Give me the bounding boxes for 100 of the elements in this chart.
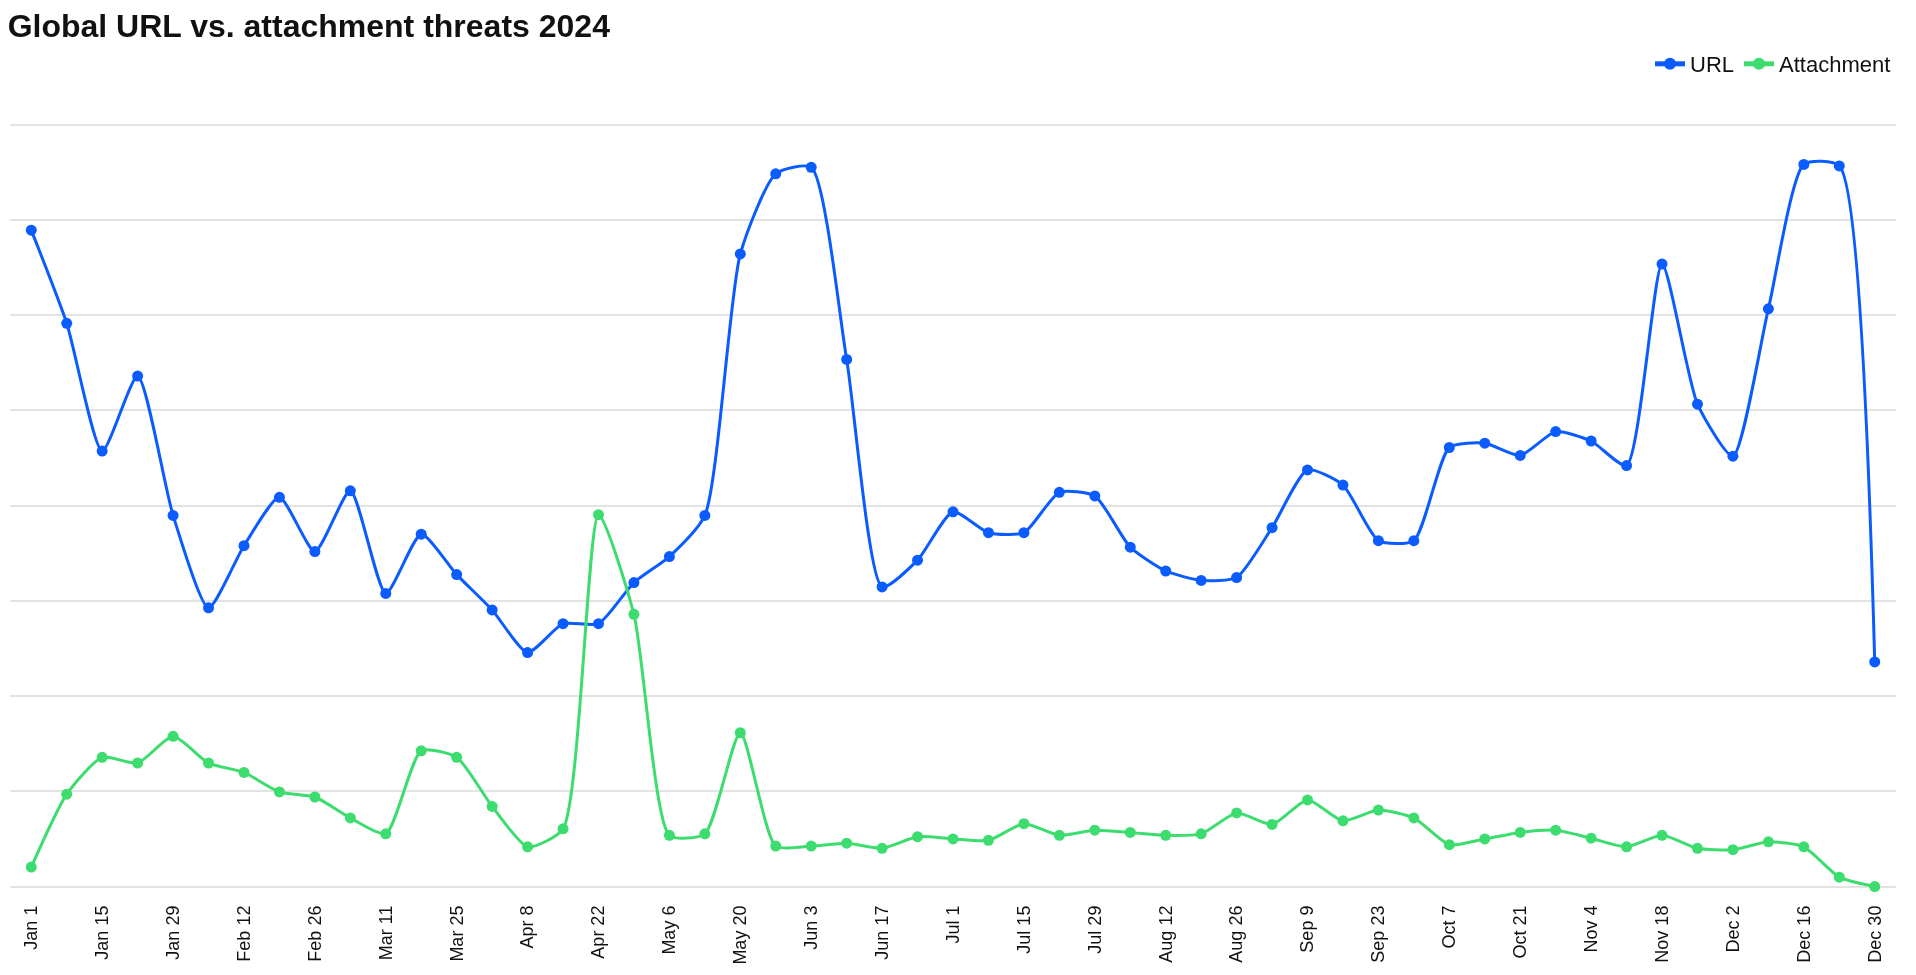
- point: [203, 602, 215, 614]
- point: [1550, 824, 1562, 836]
- x-tick-label: Jul 1: [942, 905, 963, 944]
- point: [1656, 258, 1668, 270]
- x-tick-label: May 6: [659, 905, 680, 955]
- point: [1124, 541, 1136, 553]
- x-tick-label: Jan 15: [92, 905, 113, 960]
- point: [1018, 527, 1030, 539]
- point: [1869, 656, 1881, 668]
- point: [1479, 833, 1491, 845]
- point: [1231, 571, 1243, 583]
- x-tick-label: Dec 2: [1722, 905, 1743, 953]
- point: [628, 608, 640, 620]
- point: [1337, 815, 1349, 827]
- x-tick-label: Aug 26: [1226, 905, 1247, 963]
- point: [1691, 398, 1703, 410]
- point: [167, 509, 179, 521]
- x-tick-label: Sep 9: [1297, 905, 1318, 953]
- point: [309, 791, 321, 803]
- point: [1798, 841, 1810, 853]
- legend-label: URL: [1690, 52, 1735, 78]
- point: [415, 745, 427, 757]
- x-tick-label: Jun 17: [871, 905, 892, 960]
- point: [1372, 804, 1384, 816]
- point: [1408, 812, 1420, 824]
- point: [1195, 828, 1207, 840]
- point: [1656, 829, 1668, 841]
- x-tick-label: May 20: [730, 905, 751, 965]
- point: [380, 587, 392, 599]
- x-tick-label: Apr 8: [517, 905, 538, 949]
- point: [238, 766, 250, 778]
- point: [734, 248, 746, 260]
- x-tick-label: Aug 12: [1155, 905, 1176, 963]
- point: [451, 569, 463, 581]
- x-tick-label: Apr 22: [588, 905, 609, 959]
- point: [132, 757, 144, 769]
- point: [1053, 829, 1065, 841]
- point: [1762, 303, 1774, 315]
- point: [557, 823, 569, 835]
- point: [1550, 426, 1562, 438]
- x-tick-label: Jan 1: [21, 905, 42, 950]
- point: [1408, 535, 1420, 547]
- point: [1053, 486, 1065, 498]
- point: [486, 800, 498, 812]
- point: [912, 831, 924, 843]
- point: [1762, 836, 1774, 848]
- point: [592, 618, 604, 630]
- point: [1160, 565, 1172, 577]
- point: [273, 491, 285, 503]
- point: [1231, 807, 1243, 819]
- point: [1266, 522, 1278, 534]
- point: [203, 757, 215, 769]
- point: [451, 751, 463, 763]
- point: [1195, 574, 1207, 586]
- x-tick-label: Sep 23: [1368, 905, 1389, 963]
- point: [947, 833, 959, 845]
- point: [1302, 794, 1314, 806]
- point: [805, 161, 817, 173]
- x-tick-label: Dec 16: [1793, 905, 1814, 963]
- x-tick-label: Oct 21: [1510, 905, 1531, 959]
- point: [1089, 490, 1101, 502]
- point: [1266, 818, 1278, 830]
- chart-title: Global URL vs. attachment threats 2024: [7, 8, 611, 45]
- point: [1691, 842, 1703, 854]
- point: [876, 842, 888, 854]
- point: [238, 540, 250, 552]
- point: [1621, 460, 1633, 472]
- point: [1443, 839, 1455, 851]
- x-tick-label: Nov 18: [1651, 905, 1672, 963]
- point: [1160, 829, 1172, 841]
- point: [1833, 871, 1845, 883]
- point: [1514, 449, 1526, 461]
- point: [1585, 832, 1597, 844]
- point: [805, 840, 817, 852]
- point: [1443, 442, 1455, 454]
- x-tick-label: Mar 11: [375, 905, 396, 961]
- point: [132, 370, 144, 382]
- point: [344, 485, 356, 497]
- point: [557, 618, 569, 630]
- point: [841, 837, 853, 849]
- x-tick-label: Feb 26: [304, 905, 325, 962]
- x-tick-label: Jan 29: [162, 905, 183, 960]
- x-tick-label: Dec 30: [1864, 905, 1885, 963]
- point: [1727, 844, 1739, 856]
- point: [699, 828, 711, 840]
- x-tick-label: Jul 15: [1013, 905, 1034, 954]
- point: [1479, 437, 1491, 449]
- point: [699, 509, 711, 521]
- x-tick-label: Mar 25: [446, 905, 467, 962]
- x-tick-label: Oct 7: [1439, 905, 1460, 949]
- point: [1372, 535, 1384, 547]
- point: [1798, 158, 1810, 170]
- point: [1621, 841, 1633, 853]
- point: [663, 829, 675, 841]
- point: [273, 786, 285, 798]
- point: [734, 727, 746, 739]
- point: [486, 604, 498, 616]
- point: [25, 861, 37, 873]
- point: [663, 551, 675, 563]
- point: [982, 527, 994, 539]
